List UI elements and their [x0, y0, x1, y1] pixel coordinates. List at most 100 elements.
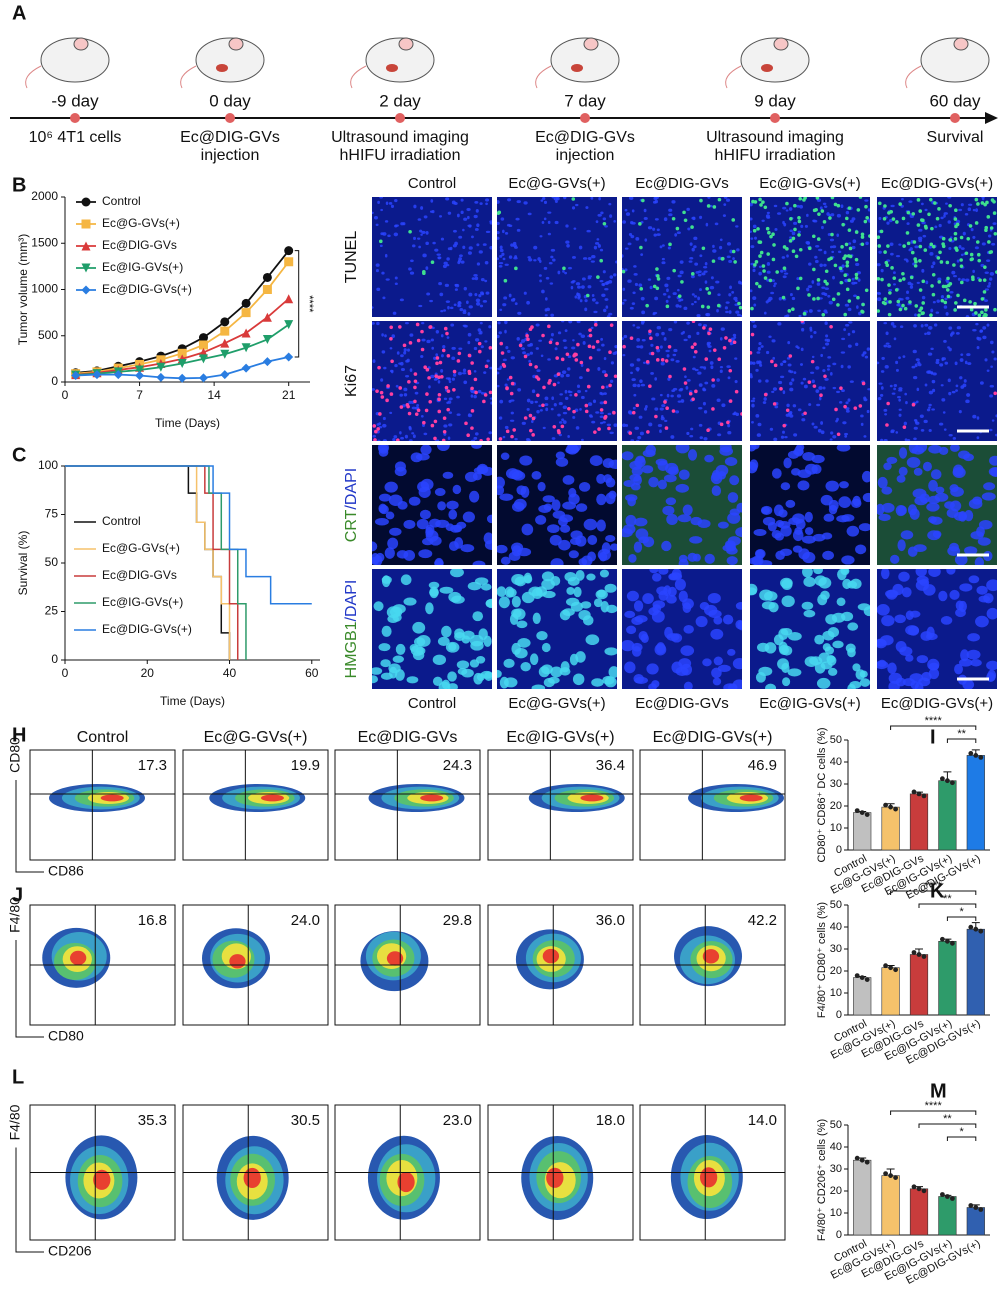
marker: [81, 241, 91, 251]
nucleus: [785, 209, 789, 212]
marker: [81, 219, 91, 229]
stained-cell: [655, 345, 660, 350]
nucleus: [921, 202, 924, 206]
nucleus: [595, 411, 600, 414]
stained-cell: [733, 260, 737, 264]
nucleus: [689, 536, 703, 544]
nucleus: [551, 197, 555, 199]
nucleus: [890, 429, 895, 432]
nucleus: [630, 235, 635, 239]
nucleus: [938, 422, 944, 426]
nucleus: [751, 403, 755, 408]
nucleus: [739, 281, 742, 285]
stained-cell: [601, 385, 605, 390]
column-header: Ec@DIG-GVs: [635, 175, 729, 192]
nucleus: [763, 311, 767, 315]
nucleus: [474, 228, 479, 231]
nucleus: [514, 302, 518, 306]
stained-cell: [976, 202, 980, 206]
nucleus: [545, 407, 549, 412]
replicate-dot: [859, 975, 865, 980]
nucleus: [631, 466, 643, 476]
stained-cell: [372, 424, 377, 428]
nucleus: [471, 277, 476, 280]
stained-cell: [622, 269, 626, 274]
nucleus: [608, 280, 613, 284]
stained-cell: [864, 204, 868, 209]
stained-cell: [877, 309, 880, 313]
nucleus: [498, 416, 503, 420]
nucleus: [562, 411, 568, 415]
nucleus: [827, 356, 832, 359]
nucleus: [473, 346, 478, 351]
nucleus: [604, 583, 617, 593]
nucleus: [949, 589, 960, 600]
nucleus: [860, 422, 864, 427]
nucleus: [447, 211, 452, 215]
nucleus: [628, 197, 634, 200]
replicate-dot: [883, 1171, 888, 1176]
stained-cell: [854, 276, 859, 280]
nucleus: [958, 410, 962, 414]
micrograph: [497, 321, 617, 441]
nucleus: [922, 461, 932, 472]
nucleus: [824, 311, 828, 314]
nucleus: [830, 213, 835, 217]
nucleus: [410, 452, 423, 463]
nucleus: [485, 291, 490, 295]
nucleus: [845, 210, 850, 215]
replicate-dot: [945, 938, 950, 944]
nucleus: [554, 347, 558, 351]
nucleus: [953, 511, 967, 522]
stained-cell: [599, 258, 604, 263]
nucleus: [542, 197, 546, 200]
nucleus: [972, 208, 976, 212]
nucleus: [967, 207, 972, 212]
nucleus: [661, 261, 666, 265]
stained-cell: [863, 219, 868, 224]
stained-cell: [771, 232, 775, 236]
nucleus: [456, 395, 460, 399]
nucleus: [482, 243, 487, 246]
annotation: ****: [303, 295, 315, 313]
nucleus: [498, 596, 510, 609]
nucleus: [914, 496, 928, 506]
marker: [284, 352, 294, 362]
nucleus: [484, 260, 489, 265]
stained-cell: [833, 202, 838, 207]
nucleus: [719, 365, 724, 369]
nucleus: [516, 620, 528, 629]
nucleus: [728, 259, 733, 263]
nucleus: [375, 269, 379, 273]
nucleus: [692, 216, 696, 221]
stained-cell: [909, 275, 914, 280]
nucleus: [655, 332, 660, 337]
nucleus: [796, 204, 800, 208]
stained-cell: [914, 304, 919, 308]
nucleus: [821, 225, 824, 230]
nucleus: [504, 329, 507, 334]
nucleus: [668, 208, 673, 212]
significance-bracket: [890, 1110, 977, 1115]
nucleus: [628, 553, 637, 563]
nucleus: [554, 199, 558, 204]
nucleus: [848, 321, 853, 324]
stained-cell: [753, 263, 757, 267]
nucleus: [948, 391, 952, 396]
nucleus: [803, 609, 816, 618]
stained-cell: [916, 223, 921, 227]
micrograph-content: [877, 569, 997, 689]
nucleus: [411, 432, 415, 435]
nucleus: [726, 556, 738, 565]
micrograph-bg: [372, 197, 492, 317]
nucleus: [686, 321, 690, 325]
nucleus: [729, 342, 733, 346]
timeline-caption: Ultrasound imaging: [331, 129, 469, 146]
nucleus: [974, 557, 985, 565]
nucleus: [825, 480, 840, 492]
nucleus: [511, 545, 522, 557]
nucleus: [587, 402, 593, 406]
nucleus: [422, 253, 427, 258]
nucleus: [426, 339, 431, 344]
nucleus: [384, 481, 398, 493]
